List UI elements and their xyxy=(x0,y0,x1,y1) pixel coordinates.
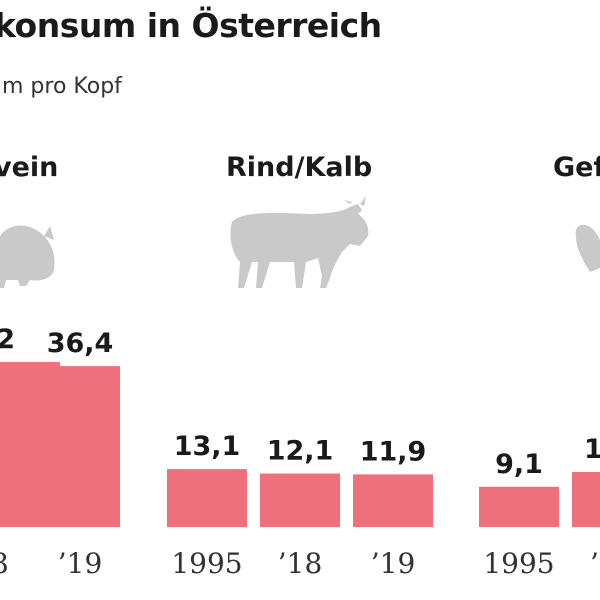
bar-Rind/Kalb-0 xyxy=(167,469,247,527)
chart-subtitle: m pro Kopf xyxy=(2,74,122,99)
chicken-icon xyxy=(575,224,600,272)
x-tick-vein-0: 3 xyxy=(0,547,9,580)
cow-icon xyxy=(230,196,369,288)
x-tick-Gef-0: 1995 xyxy=(483,547,554,580)
value-label-Rind/Kalb-1: 12,1 xyxy=(267,436,334,467)
x-tick-Rind/Kalb-1: ’18 xyxy=(278,547,323,580)
value-label-Gef-0: 9,1 xyxy=(495,449,543,480)
value-label-Rind/Kalb-0: 13,1 xyxy=(174,431,241,462)
x-tick-vein-1: ’19 xyxy=(58,547,103,580)
bar-vein-1 xyxy=(40,366,120,527)
value-label-Rind/Kalb-2: 11,9 xyxy=(360,436,427,467)
bar-Gef-0 xyxy=(479,486,559,527)
x-tick-Rind/Kalb-2: ’19 xyxy=(371,547,416,580)
bar-Rind/Kalb-1 xyxy=(260,473,340,527)
group-title-rind-kalb: Rind/Kalb xyxy=(226,152,373,183)
group-title-gefluegel: Gef xyxy=(553,152,600,183)
value-label-Gef-1: 12 xyxy=(584,434,600,465)
x-tick-Gef-1: ’ xyxy=(590,547,599,580)
value-label-vein-0: 2 xyxy=(0,324,15,355)
bar-Rind/Kalb-2 xyxy=(353,474,433,527)
chart-title: konsum in Österreich xyxy=(0,6,382,45)
x-tick-Rind/Kalb-0: 1995 xyxy=(171,547,242,580)
group-title-schwein: vein xyxy=(0,152,59,183)
value-label-vein-1: 36,4 xyxy=(47,328,114,359)
bar-Gef-1 xyxy=(572,472,600,527)
pig-icon xyxy=(0,225,55,288)
